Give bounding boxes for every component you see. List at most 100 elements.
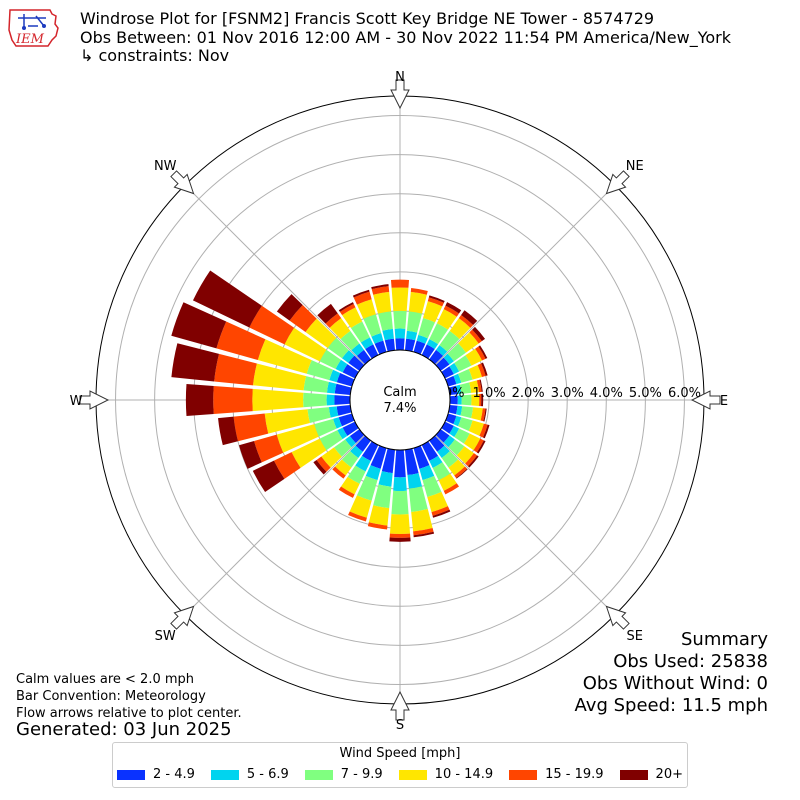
bar-segment-20-bin0 — [413, 340, 426, 355]
bar-segment-50-bin4 — [469, 329, 482, 344]
bar-segment-30-bin1 — [426, 339, 439, 350]
bar-segment-220-bin3 — [335, 459, 352, 476]
bar-segment-170-bin0 — [404, 448, 419, 476]
bar-segment-0-bin4 — [390, 279, 410, 288]
bar-segment-80-bin0 — [448, 385, 458, 396]
radial-tick-labels: 0.0%1.0%2.0%3.0%4.0%5.0%6.0% — [431, 386, 700, 401]
bar-segment-20-bin5 — [428, 295, 445, 303]
legend-label: 10 - 14.9 — [434, 767, 494, 782]
legend-label: 15 - 19.9 — [545, 767, 604, 782]
bar-segment-220-bin0 — [355, 435, 371, 452]
bar-segment-140-bin5 — [456, 468, 468, 479]
bar-segment-110-bin3 — [468, 420, 484, 436]
bar-segment-160-bin4 — [431, 506, 450, 516]
bar-segment-270-bin0 — [334, 395, 351, 405]
summary-avg-speed: Avg Speed: 11.5 mph — [574, 695, 768, 716]
legend-label: 2 - 4.9 — [153, 767, 195, 782]
bar-segment-260-bin0 — [336, 404, 352, 416]
bar-segment-10-bin2 — [406, 311, 423, 333]
bar-segment-90-bin1 — [457, 395, 462, 405]
bar-segment-320-bin4 — [325, 313, 342, 328]
bar-segment-300-bin1 — [335, 359, 348, 373]
bar-segment-190-bin1 — [378, 471, 393, 487]
radial-tick-label: 6.0% — [668, 386, 701, 401]
legend-swatch — [304, 769, 333, 780]
bar-segment-340-bin0 — [374, 340, 387, 355]
bar-segment-120-bin3 — [463, 433, 481, 451]
bar-segment-50-bin2 — [447, 343, 466, 362]
bar-segment-230-bin0 — [349, 429, 365, 444]
iem-logo: IEM — [8, 9, 59, 47]
flow-arrow-icon — [605, 605, 630, 630]
legend-item: 5 - 6.9 — [210, 767, 289, 782]
bar-segment-310-bin1 — [341, 350, 355, 363]
bar-segment-120-bin2 — [454, 428, 470, 444]
bar-segment-290-bin4 — [216, 321, 266, 361]
bar-segment-250-bin2 — [314, 418, 337, 437]
legend-swatch — [210, 769, 239, 780]
flow-arrow-icon — [390, 690, 410, 721]
grid-spoke — [435, 184, 616, 365]
bar-segment-240-bin3 — [291, 438, 327, 468]
bar-segment-180-bin3 — [389, 514, 411, 535]
bar-segment-50-bin1 — [443, 353, 454, 365]
flow-arrow-icon — [605, 170, 630, 195]
bar-segment-240-bin5 — [252, 460, 285, 493]
bar-segment-350-bin0 — [384, 338, 396, 352]
bar-segment-300-bin5 — [192, 270, 262, 328]
bar-segment-160-bin0 — [413, 445, 430, 469]
summary-obs-used: Obs Used: 25838 — [613, 651, 768, 672]
bar-segment-270-bin2 — [303, 392, 327, 408]
direction-label-ne: NE — [626, 159, 644, 174]
bar-segment-210-bin3 — [340, 476, 360, 495]
bar-segment-110-bin4 — [479, 423, 488, 438]
bar-segment-330-bin0 — [365, 344, 379, 359]
direction-label-nw: NW — [154, 159, 177, 174]
bar-segment-50-bin5 — [472, 326, 486, 342]
bar-segment-190-bin0 — [381, 448, 396, 474]
bar-segment-120-bin0 — [441, 421, 454, 434]
direction-label-s: S — [396, 718, 404, 733]
bar-segment-60-bin0 — [441, 366, 454, 379]
bar-segment-150-bin2 — [432, 462, 451, 481]
calm-value: 7.4% — [383, 401, 416, 416]
legend-label: 7 - 9.9 — [340, 767, 383, 782]
bar-segment-320-bin0 — [356, 349, 371, 365]
polar-grid — [96, 96, 704, 704]
bar-segment-160-bin5 — [432, 509, 451, 518]
bar-segment-290-bin0 — [336, 372, 355, 387]
bar-segment-70-bin5 — [481, 362, 488, 376]
bar-segment-280-bin2 — [303, 376, 329, 393]
bar-segment-170-bin1 — [407, 473, 423, 489]
bar-segment-170-bin2 — [408, 486, 428, 512]
bar-segment-250-bin5 — [239, 441, 262, 469]
bar-segment-40-bin5 — [461, 310, 478, 326]
bar-segment-120-bin5 — [476, 440, 486, 454]
bar-segment-20-bin2 — [418, 318, 436, 339]
calm-note: Calm values are < 2.0 mph — [16, 672, 195, 687]
bar-segment-280-bin4 — [214, 353, 257, 386]
flow-arrows-note: Flow arrows relative to plot center. — [16, 706, 242, 721]
bar-segment-230-bin1 — [345, 436, 356, 448]
bar-segment-30-bin5 — [445, 302, 462, 314]
bar-segment-340-bin3 — [356, 299, 376, 319]
bar-segment-120-bin1 — [449, 425, 460, 437]
legend-swatch — [619, 769, 648, 780]
bar-segment-60-bin5 — [478, 345, 488, 359]
bar-segment-170-bin5 — [413, 531, 435, 538]
bar-segment-50-bin3 — [458, 332, 479, 353]
bar-segment-70-bin1 — [453, 373, 462, 385]
bar-segment-300-bin3 — [284, 327, 327, 362]
bar-segment-190-bin3 — [368, 505, 390, 526]
bar-segment-330-bin1 — [360, 337, 374, 350]
bar-segment-290-bin3 — [257, 339, 312, 374]
bar-segment-40-bin4 — [458, 314, 474, 328]
bar-segment-60-bin4 — [475, 346, 486, 361]
summary-obs-without-wind: Obs Without Wind: 0 — [582, 673, 768, 694]
bar-segment-260-bin3 — [264, 409, 310, 434]
bar-segment-40-bin1 — [436, 345, 448, 356]
direction-label-w: W — [70, 394, 83, 409]
bar-segment-330-bin5 — [338, 302, 354, 312]
bar-segment-10-bin1 — [406, 330, 418, 341]
